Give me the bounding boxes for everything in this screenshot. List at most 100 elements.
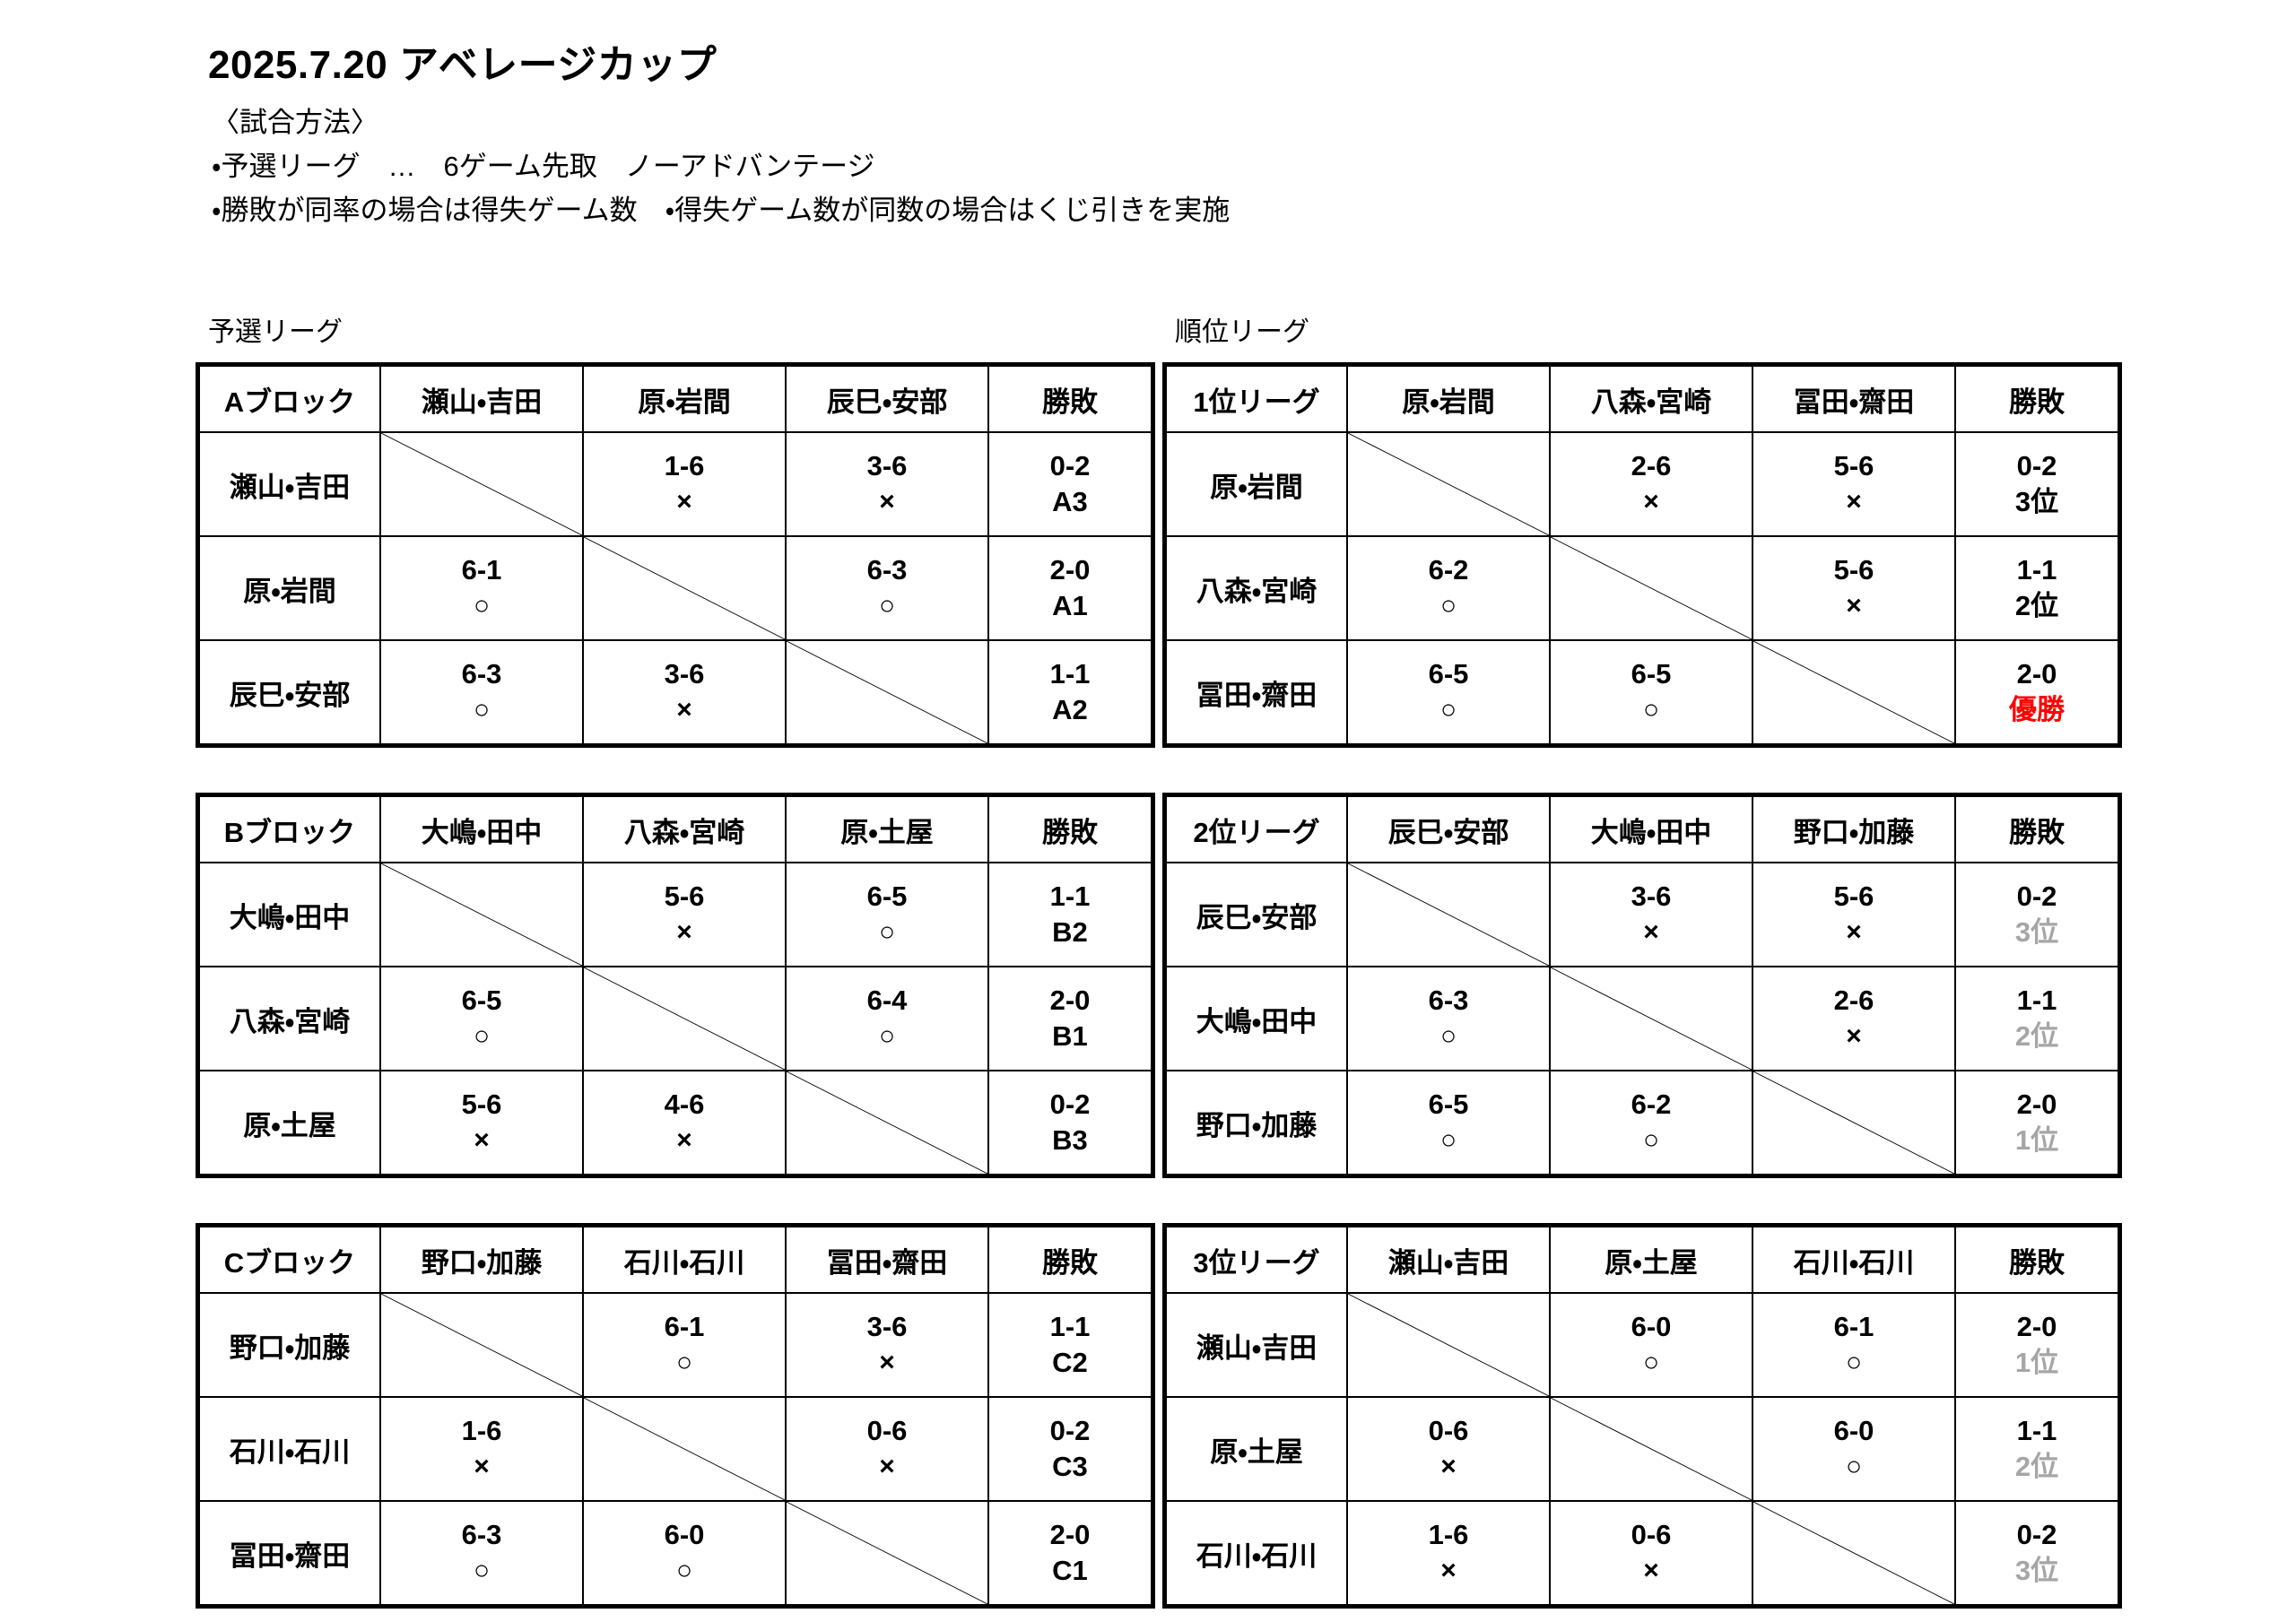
win-mark-icon: ○ (1439, 591, 1457, 620)
match-result-cell: 1-6 × (582, 431, 787, 537)
rank-label: A1 (1052, 590, 1088, 621)
league-table-league-3: 3位リーグ 瀬山・吉田 原・土屋 石川・石川 勝敗 瀬山・吉田 6-0 ○ 6-1 ○ 2-0 1位原… (1162, 1223, 2122, 1609)
diagonal-self-cell (1346, 431, 1551, 537)
page-title: 2025.7.20 アベレージカップ (208, 43, 718, 87)
table-row: 野口・加藤 6-1 ○ 3-6 × 1-1 C2 (196, 1292, 1155, 1398)
row-header-team: 野口・加藤 (196, 1292, 381, 1398)
loss-mark-icon: × (879, 1452, 895, 1481)
match-result-cell: 3-6 × (785, 1292, 989, 1398)
match-score: 6-3 (1428, 984, 1469, 1016)
row-header-team: 瀬山・吉田 (196, 431, 381, 537)
match-score: 6-5 (1428, 1089, 1469, 1120)
match-score: 6-0 (1631, 1311, 1672, 1342)
match-score: 3-6 (866, 1311, 908, 1342)
column-header-opponent: 大嶋・田中 (379, 793, 584, 863)
win-mark-icon: ○ (473, 1556, 491, 1585)
column-header-opponent: 原・岩間 (1346, 362, 1551, 433)
match-result-cell: 6-0 ○ (582, 1500, 787, 1609)
match-score: 2-6 (1833, 984, 1874, 1016)
match-score: 0-6 (1631, 1519, 1672, 1550)
record-cell: 0-2 B3 (987, 1070, 1155, 1178)
match-score: 6-3 (866, 554, 908, 585)
table-row: 石川・石川 1-6 × 0-6 × 0-2 3位 (1162, 1500, 2122, 1609)
loss-mark-icon: × (1846, 487, 1862, 516)
row-header-team: 辰巳・安部 (1162, 862, 1348, 967)
record-cell: 1-1 B2 (987, 862, 1155, 967)
table-header-row: Aブロック 瀬山・吉田 原・岩間 辰巳・安部 勝敗 (196, 362, 1155, 433)
column-header-opponent: 冨田・齋田 (785, 1223, 989, 1294)
loss-mark-icon: × (474, 1452, 490, 1481)
champion-badge: 優勝 (2009, 694, 2065, 725)
win-mark-icon: ○ (1439, 1125, 1457, 1155)
loss-mark-icon: × (1846, 917, 1862, 947)
table-row: 瀬山・吉田 1-6 × 3-6 × 0-2 A3 (196, 431, 1155, 537)
win-mark-icon: ○ (878, 917, 896, 947)
match-result-cell: 1-6 × (1346, 1500, 1551, 1609)
table-header-row: 3位リーグ 瀬山・吉田 原・土屋 石川・石川 勝敗 (1162, 1223, 2122, 1294)
column-header-opponent: 原・土屋 (1549, 1223, 1753, 1294)
match-score: 5-6 (1833, 554, 1874, 585)
row-header-team: 原・土屋 (1162, 1396, 1348, 1502)
match-score: 3-6 (664, 658, 705, 690)
match-score: 6-3 (461, 658, 502, 690)
table-header-row: Bブロック 大嶋・田中 八森・宮崎 原・土屋 勝敗 (196, 793, 1155, 863)
table-header-row: Cブロック 野口・加藤 石川・石川 冨田・齋田 勝敗 (196, 1223, 1155, 1294)
column-header-opponent: 大嶋・田中 (1549, 793, 1753, 863)
win-loss-record: 1-1 (1049, 658, 1091, 690)
win-loss-record: 0-2 (1049, 1415, 1091, 1446)
row-header-team: 八森・宮崎 (196, 966, 381, 1071)
win-loss-record: 2-0 (2016, 1089, 2057, 1120)
match-score: 5-6 (1833, 450, 1874, 481)
win-mark-icon: ○ (1439, 1021, 1457, 1051)
diagonal-self-cell (582, 1396, 787, 1502)
table-corner-label: Bブロック (196, 793, 381, 863)
row-header-team: 瀬山・吉田 (1162, 1292, 1348, 1398)
match-score: 6-5 (1631, 658, 1672, 690)
match-result-cell: 5-6 × (379, 1070, 584, 1178)
match-result-cell: 1-6 × (379, 1396, 584, 1502)
column-header-opponent: 石川・石川 (582, 1223, 787, 1294)
match-score: 6-1 (664, 1311, 705, 1342)
table-corner-label: 1位リーグ (1162, 362, 1348, 433)
column-header-opponent: 辰巳・安部 (1346, 793, 1551, 863)
league-table-league-2: 2位リーグ 辰巳・安部 大嶋・田中 野口・加藤 勝敗 辰巳・安部 3-6 × 5-6 × 0-2 3位… (1162, 793, 2122, 1178)
win-loss-record: 1-1 (2016, 1415, 2057, 1446)
diagonal-self-cell (1752, 1070, 1956, 1178)
rank-label: 1位 (2014, 1347, 2059, 1378)
record-cell: 0-2 3位 (1954, 431, 2122, 537)
column-header-record: 勝敗 (1954, 1223, 2122, 1294)
match-result-cell: 3-6 × (785, 431, 989, 537)
section-caption-placement: 順位リーグ (1175, 317, 1309, 347)
diagonal-self-cell (785, 1500, 989, 1609)
table-row: 辰巳・安部 6-3 ○ 3-6 × 1-1 A2 (196, 639, 1155, 748)
table-row: 原・土屋 5-6 × 4-6 × 0-2 B3 (196, 1070, 1155, 1178)
rank-label: 2位 (2014, 1451, 2059, 1482)
row-header-team: 大嶋・田中 (1162, 966, 1348, 1071)
match-result-cell: 2-6 × (1549, 431, 1753, 537)
column-header-opponent: 野口・加藤 (379, 1223, 584, 1294)
match-result-cell: 3-6 × (1549, 862, 1753, 967)
loss-mark-icon: × (1643, 487, 1659, 516)
column-header-opponent: 原・岩間 (582, 362, 787, 433)
column-header-opponent: 瀬山・吉田 (1346, 1223, 1551, 1294)
match-score: 6-2 (1631, 1089, 1672, 1120)
win-mark-icon: ○ (1439, 695, 1457, 724)
rule-line-2: ・勝敗が同率の場合は得失ゲーム数 ・得失ゲーム数が同数の場合はくじ引きを実施 (212, 195, 1231, 226)
match-result-cell: 6-0 ○ (1752, 1396, 1956, 1502)
match-result-cell: 6-5 ○ (1346, 639, 1551, 748)
win-mark-icon: ○ (878, 1021, 896, 1051)
match-score: 1-6 (461, 1415, 502, 1446)
row-header-team: 大嶋・田中 (196, 862, 381, 967)
rank-label: B3 (1052, 1124, 1088, 1156)
win-mark-icon: ○ (675, 1348, 693, 1377)
record-cell: 1-1 A2 (987, 639, 1155, 748)
match-result-cell: 0-6 × (1346, 1396, 1551, 1502)
table-corner-label: Cブロック (196, 1223, 381, 1294)
row-header-team: 辰巳・安部 (196, 639, 381, 748)
match-result-cell: 5-6 × (582, 862, 787, 967)
diagonal-self-cell (1549, 1396, 1753, 1502)
column-header-opponent: 原・土屋 (785, 793, 989, 863)
table-row: 冨田・齋田 6-3 ○ 6-0 ○ 2-0 C1 (196, 1500, 1155, 1609)
table-corner-label: Aブロック (196, 362, 381, 433)
